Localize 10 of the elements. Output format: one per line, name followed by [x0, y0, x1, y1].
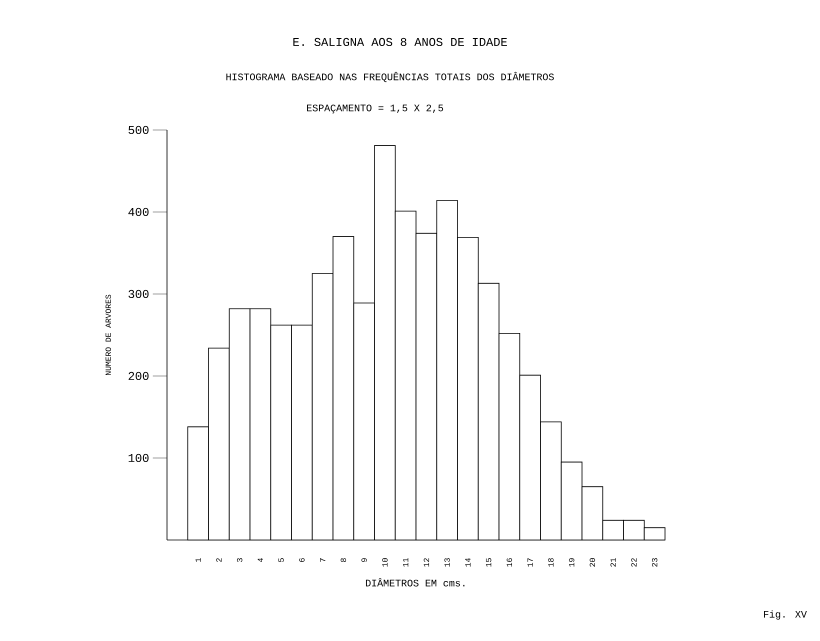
x-axis-title: DIÂMETROS EM cms. [366, 578, 464, 586]
y-tick-label: 100 [128, 454, 149, 462]
y-tick-label: 500 [128, 126, 149, 134]
text: ESPAÇAMENTO = 1,5 X 2,5 [307, 104, 444, 114]
text: Fig. XV [764, 610, 807, 620]
chart-title: E. SALIGNA AOS 8 ANOS DE IDADE [293, 38, 507, 46]
y-tick-label: 300 [128, 290, 149, 298]
y-tick-label: 200 [128, 372, 149, 380]
y-tick-label: 400 [128, 208, 149, 216]
chart-subtitle: HISTOGRAMA BASEADO NAS FREQUÊNCIAS TOTAIS DOS DIÂMETROS [226, 72, 554, 82]
